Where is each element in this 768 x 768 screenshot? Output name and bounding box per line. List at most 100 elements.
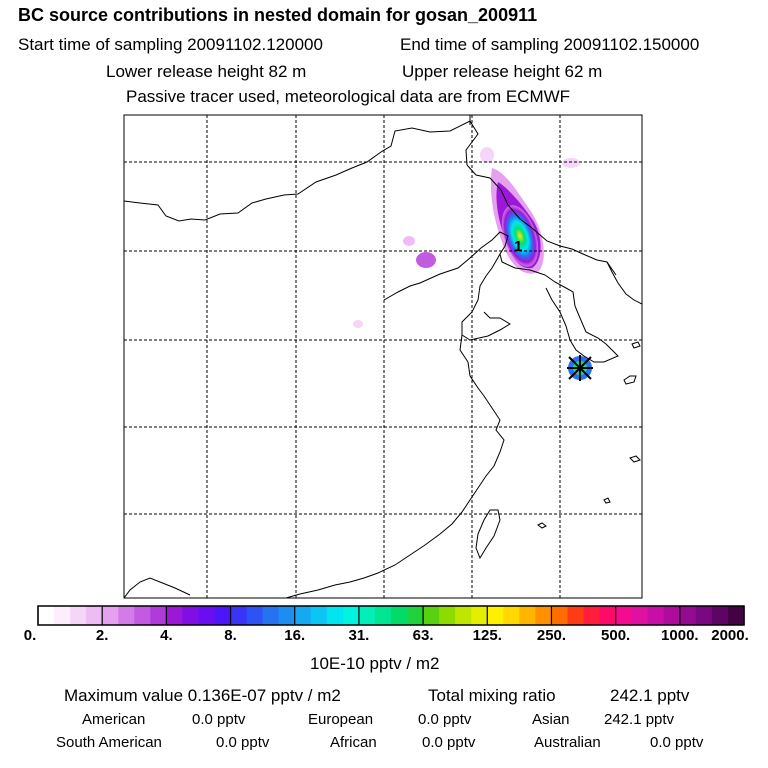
colorbar-border — [37, 605, 745, 626]
colorbar-cell — [118, 606, 135, 625]
map-frame-background — [124, 115, 642, 598]
colorbar-cell — [134, 606, 151, 625]
plume-faint-south — [353, 320, 363, 328]
colorbar-cell — [326, 606, 344, 625]
colorbar-cell — [727, 606, 745, 625]
plume-west-patch — [416, 252, 436, 268]
colorbar-cell — [86, 606, 103, 625]
region-asian-name: Asian — [532, 711, 570, 728]
colorbar-cell — [503, 606, 520, 625]
colorbar-tick-label: 2. — [95, 627, 109, 644]
colorbar-unit: 10E-10 pptv / m2 — [310, 654, 440, 673]
map-gridlines — [124, 115, 642, 598]
colorbar-tick-label: 500. — [601, 627, 631, 644]
region-australian-name: Australian — [534, 734, 601, 751]
colorbar-cell — [679, 606, 697, 625]
tracer-note: Passive tracer used, meteorological data… — [126, 87, 571, 106]
start-time: Start time of sampling 20091102.120000 — [18, 35, 323, 54]
colorbar-tick-label: 16. — [284, 627, 306, 644]
coast-korea-east — [606, 261, 642, 305]
colorbar-cell — [551, 606, 569, 625]
colorbar-tick-label: 0. — [23, 627, 37, 644]
region-australian-value: 0.0 pptv — [650, 734, 704, 751]
colorbar-cell — [407, 606, 424, 625]
colorbar-cell — [310, 606, 328, 625]
colorbar-cell — [262, 606, 280, 625]
colorbar-tick-label: 250. — [536, 627, 567, 644]
colorbar-cell — [487, 606, 504, 625]
colorbar-cell — [38, 606, 55, 625]
colorbar-tick-label: 8. — [224, 627, 237, 644]
colorbar-cell — [567, 606, 585, 625]
plume-faint-west — [403, 236, 415, 246]
region-american-name: American — [82, 711, 146, 728]
max-value: Maximum value 0.136E-07 pptv / m2 — [64, 686, 341, 705]
colorbar-cell — [599, 606, 617, 625]
colorbar-tick-label: 31. — [348, 627, 370, 644]
colorbar-tick-label: 2000. — [711, 627, 749, 644]
colorbar-cell — [647, 606, 665, 625]
colorbar-cell — [711, 606, 729, 625]
colorbar-cells — [37, 606, 745, 625]
plot-title: BC source contributions in nested domain… — [18, 5, 538, 25]
colorbar-cell — [166, 606, 184, 625]
region-south-american-name: South American — [56, 734, 162, 751]
island-ryukyu-3 — [603, 497, 611, 504]
colorbar-cell — [631, 606, 649, 625]
colorbar-tick-label: 63. — [412, 627, 434, 644]
colorbar-cell — [519, 606, 537, 625]
region-american-value: 0.0 pptv — [192, 711, 246, 728]
colorbar-cell — [294, 606, 312, 625]
colorbar-cell — [230, 606, 248, 625]
colorbar-cell — [615, 606, 633, 625]
colorbar-cell — [455, 606, 472, 625]
colorbar-tick-label: 125. — [472, 627, 502, 644]
colorbar-cell — [358, 606, 376, 625]
colorbar-cell — [342, 606, 360, 625]
colorbar-tick-label: 4. — [160, 627, 173, 644]
colorbar-cell — [182, 606, 200, 625]
region-european-name: European — [308, 711, 374, 728]
coast-korea — [544, 274, 619, 363]
colorbar-cell — [214, 606, 232, 625]
region-asian-value: 242.1 pptv — [604, 711, 675, 728]
plume-faint-north — [480, 147, 494, 163]
colorbar-cell — [583, 606, 601, 625]
colorbar-cell — [423, 606, 440, 625]
coast-gulf — [124, 577, 191, 598]
island-kyushu-edge — [631, 341, 641, 349]
coastlines — [124, 115, 642, 598]
island-ryukyu-1 — [629, 455, 641, 463]
region-african-name: African — [330, 734, 377, 751]
coast-bohai — [383, 231, 546, 301]
colorbar-cell — [54, 606, 71, 625]
island-ryukyu-2 — [537, 522, 547, 529]
colorbar-cell — [278, 606, 296, 625]
colorbar-tick-label: 1000. — [661, 627, 699, 644]
region-south-american-value: 0.0 pptv — [216, 734, 270, 751]
region-african-value: 0.0 pptv — [422, 734, 476, 751]
colorbar-cell — [150, 606, 167, 625]
colorbar-cell — [535, 606, 553, 625]
end-time: End time of sampling 20091102.150000 — [400, 35, 700, 54]
plume-faint-northeast — [562, 158, 580, 168]
upper-release-height: Upper release height 62 m — [402, 62, 603, 81]
map-frame-border — [123, 114, 643, 599]
colorbar-cell — [391, 606, 408, 625]
border-mongolia — [124, 120, 479, 222]
colorbar-cell — [246, 606, 264, 625]
station-marker-label: 1 — [514, 238, 522, 255]
colorbar-cell — [198, 606, 216, 625]
island-taiwan — [475, 509, 501, 560]
total-mixing-label: Total mixing ratio — [428, 686, 556, 705]
coast-east-china — [363, 334, 505, 579]
colorbar-cell — [70, 606, 87, 625]
colorbar-cell — [695, 606, 713, 625]
colorbar-cell — [102, 606, 119, 625]
colorbar-cell — [439, 606, 456, 625]
island-tsushima — [623, 375, 637, 385]
region-european-value: 0.0 pptv — [418, 711, 472, 728]
lower-release-height: Lower release height 82 m — [106, 62, 307, 81]
